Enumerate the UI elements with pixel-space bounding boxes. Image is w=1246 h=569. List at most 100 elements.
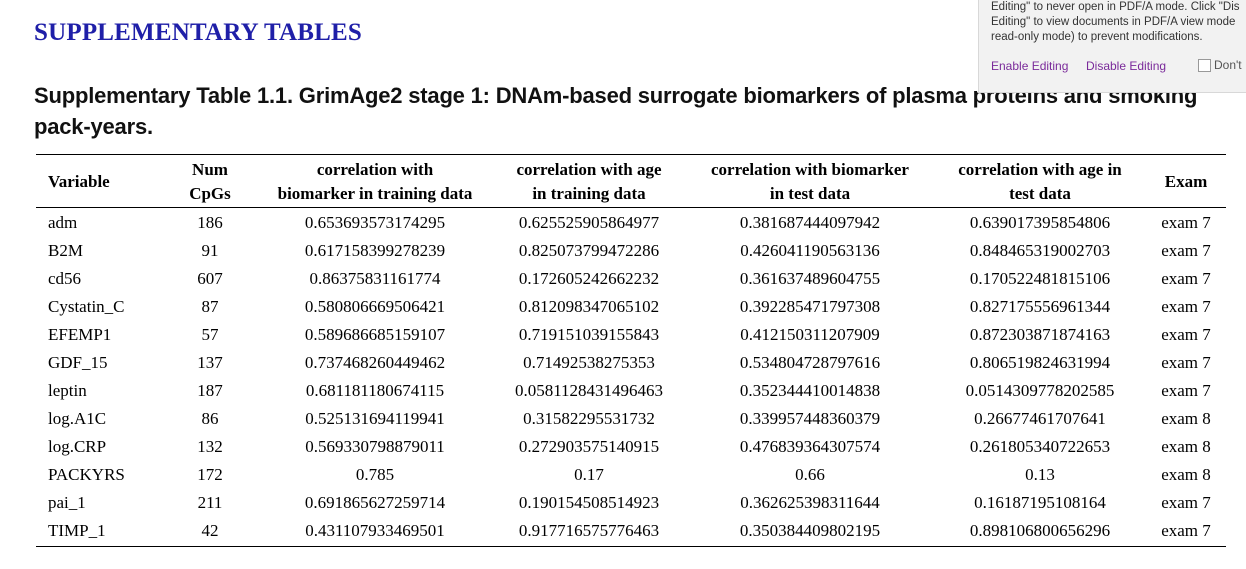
table-top-rule <box>36 154 1226 155</box>
header-corr-age-test: test data <box>1009 184 1071 203</box>
cell-corr-age-training: 0.272903575140915 <box>518 437 660 456</box>
cell-corr-biomarker-test: 0.361637489604755 <box>739 269 881 288</box>
cell-corr-age-training: 0.17 <box>574 465 604 484</box>
cell-corr-age-test: 0.13 <box>1025 465 1055 484</box>
cell-exam: exam 7 <box>1161 213 1211 232</box>
table-header-rule <box>36 207 1226 208</box>
cell-corr-age-training: 0.719151039155843 <box>518 325 660 344</box>
header-corr-age-training: in training data <box>532 184 646 203</box>
cell-corr-biomarker-test: 0.412150311207909 <box>740 325 880 344</box>
header-corr-age-test: correlation with age in <box>958 160 1122 179</box>
cell-corr-age-training: 0.31582295531732 <box>523 409 655 428</box>
cell-corr-biomarker-training: 0.580806669506421 <box>304 297 446 316</box>
cell-variable: EFEMP1 <box>48 325 112 344</box>
cell-corr-age-test: 0.639017395854806 <box>969 213 1111 232</box>
cell-num-cpgs: 137 <box>197 353 223 372</box>
cell-variable: log.CRP <box>48 437 107 456</box>
cell-variable: B2M <box>48 241 83 260</box>
disable-editing-link[interactable]: Disable Editing <box>1086 59 1167 73</box>
cell-num-cpgs: 132 <box>197 437 223 456</box>
cell-corr-biomarker-training: 0.589686685159107 <box>304 325 446 344</box>
cell-corr-biomarker-test: 0.66 <box>795 465 825 484</box>
cell-num-cpgs: 187 <box>197 381 223 400</box>
header-corr-age-training: correlation with age <box>516 160 662 179</box>
cell-corr-age-test: 0.872303871874163 <box>969 325 1111 344</box>
cell-corr-age-test: 0.170522481815106 <box>969 269 1111 288</box>
cell-exam: exam 8 <box>1161 465 1211 484</box>
popup-message-line: Editing" to never open in PDF/A mode. Cl… <box>991 1 1240 13</box>
cell-corr-age-test: 0.827175556961344 <box>969 297 1111 316</box>
cell-corr-biomarker-training: 0.785 <box>355 465 395 484</box>
header-corr-biomarker-training: biomarker in training data <box>277 184 473 203</box>
cell-corr-biomarker-training: 0.431107933469501 <box>305 521 445 540</box>
header-variable: Variable <box>48 172 110 191</box>
cell-corr-biomarker-training: 0.653693573174295 <box>304 213 446 232</box>
cell-variable: TIMP_1 <box>48 521 106 540</box>
cell-corr-biomarker-training: 0.525131694119941 <box>305 409 445 428</box>
cell-corr-biomarker-test: 0.350384409802195 <box>739 521 881 540</box>
cell-exam: exam 7 <box>1161 297 1211 316</box>
header-corr-biomarker-training: correlation with <box>316 160 434 179</box>
section-heading: SUPPLEMENTARY TABLES <box>34 19 362 46</box>
cell-corr-age-test: 0.898106800656296 <box>969 521 1111 540</box>
cell-exam: exam 8 <box>1161 437 1211 456</box>
cell-corr-biomarker-training: 0.617158399278239 <box>304 241 446 260</box>
cell-variable: PACKYRS <box>48 465 125 484</box>
enable-editing-link[interactable]: Enable Editing <box>991 59 1069 73</box>
cell-num-cpgs: 211 <box>197 493 223 512</box>
cell-num-cpgs: 87 <box>201 297 219 316</box>
cell-num-cpgs: 57 <box>201 325 219 344</box>
cell-variable: log.A1C <box>48 409 107 428</box>
cell-exam: exam 7 <box>1161 269 1211 288</box>
cell-corr-biomarker-test: 0.352344410014838 <box>739 381 881 400</box>
cell-corr-biomarker-test: 0.476839364307574 <box>739 437 881 456</box>
cell-corr-biomarker-training: 0.681181180674115 <box>305 381 445 400</box>
cell-corr-age-training: 0.917716575776463 <box>518 521 660 540</box>
cell-exam: exam 7 <box>1161 241 1211 260</box>
cell-corr-biomarker-test: 0.534804728797616 <box>739 353 881 372</box>
cell-corr-biomarker-training: 0.737468260449462 <box>304 353 446 372</box>
cell-exam: exam 7 <box>1161 353 1211 372</box>
cell-variable: adm <box>48 213 78 232</box>
cell-corr-age-training: 0.190154508514923 <box>518 493 660 512</box>
dont-show-checkbox[interactable] <box>1198 59 1211 72</box>
cell-corr-age-test: 0.26677461707641 <box>974 409 1106 428</box>
header-exam: Exam <box>1164 172 1208 191</box>
header-corr-biomarker-test: in test data <box>769 184 851 203</box>
cell-corr-biomarker-test: 0.392285471797308 <box>739 297 881 316</box>
cell-variable: GDF_15 <box>48 353 108 372</box>
cell-corr-age-training: 0.812098347065102 <box>518 297 660 316</box>
table-bottom-rule <box>36 546 1226 547</box>
cell-variable: Cystatin_C <box>48 297 125 316</box>
cell-variable: cd56 <box>48 269 82 288</box>
cell-corr-biomarker-test: 0.381687444097942 <box>739 213 881 232</box>
cell-exam: exam 7 <box>1161 325 1211 344</box>
cell-corr-age-test: 0.806519824631994 <box>969 353 1111 372</box>
cell-corr-age-test: 0.848465319002703 <box>969 241 1111 260</box>
popup-message-line: Editing" to view documents in PDF/A view… <box>991 16 1236 28</box>
cell-num-cpgs: 186 <box>197 213 223 232</box>
popup-message-line: read-only mode) to prevent modifications… <box>991 31 1203 43</box>
cell-corr-age-training: 0.625525905864977 <box>518 213 660 232</box>
header-num-cpgs: CpGs <box>189 184 231 203</box>
cell-corr-age-test: 0.261805340722653 <box>969 437 1111 456</box>
cell-exam: exam 8 <box>1161 409 1211 428</box>
cell-corr-biomarker-training: 0.691865627259714 <box>304 493 446 512</box>
cell-corr-age-training: 0.172605242662232 <box>518 269 660 288</box>
cell-corr-biomarker-test: 0.426041190563136 <box>740 241 880 260</box>
cell-corr-age-training: 0.825073799472286 <box>518 241 660 260</box>
cell-corr-age-test: 0.0514309778202585 <box>965 381 1115 400</box>
cell-exam: exam 7 <box>1161 381 1211 400</box>
pdfa-mode-popup: Editing" to never open in PDF/A mode. Cl… <box>978 0 1246 93</box>
header-num-cpgs: Num <box>192 160 228 179</box>
header-corr-biomarker-test: correlation with biomarker <box>711 160 909 179</box>
cell-num-cpgs: 607 <box>197 269 223 288</box>
cell-variable: leptin <box>48 381 87 400</box>
cell-exam: exam 7 <box>1161 521 1211 540</box>
cell-corr-biomarker-test: 0.362625398311644 <box>740 493 880 512</box>
cell-num-cpgs: 42 <box>201 521 219 540</box>
cell-corr-biomarker-training: 0.86375831161774 <box>309 269 441 288</box>
cell-variable: pai_1 <box>48 493 86 512</box>
cell-num-cpgs: 91 <box>201 241 219 260</box>
